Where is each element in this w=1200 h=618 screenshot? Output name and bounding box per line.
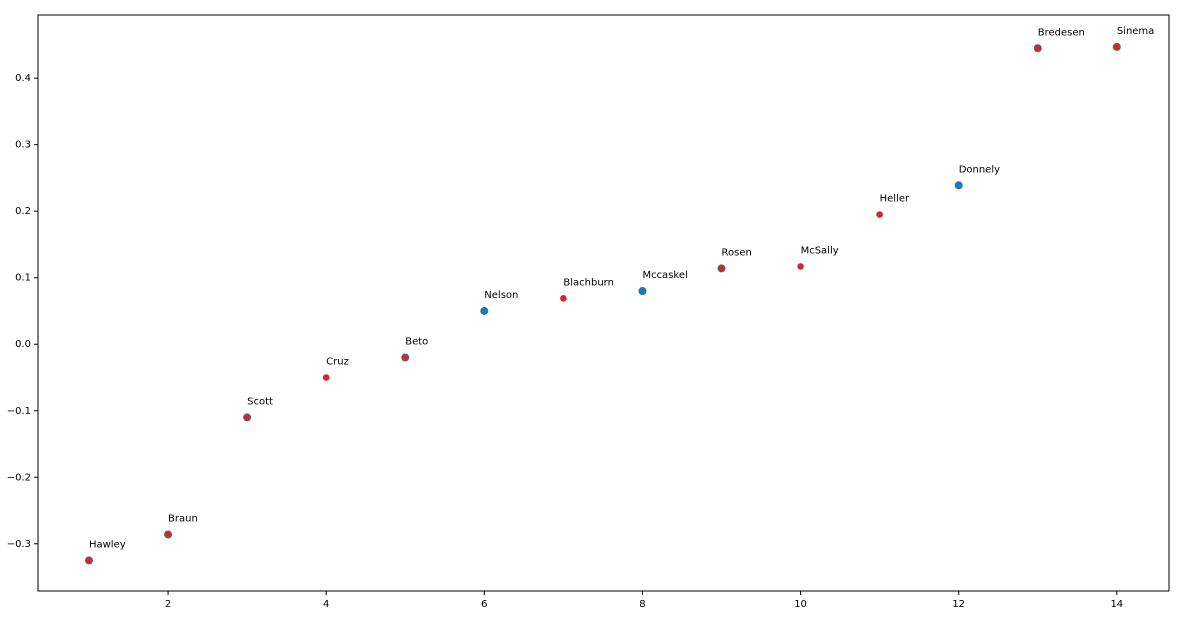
y-tick-label: 0.4 (15, 73, 31, 84)
point-label: McSally (801, 245, 839, 256)
x-tick-label: 6 (481, 599, 487, 610)
point-label: Blachburn (563, 277, 614, 288)
point (480, 306, 489, 315)
point-label: Cruz (326, 356, 349, 367)
point-label: Bredesen (1038, 27, 1085, 38)
y-tick-label: 0.0 (15, 339, 31, 350)
x-tick-label: 8 (639, 599, 645, 610)
point (638, 287, 647, 296)
x-tick-label: 14 (1110, 599, 1123, 610)
point-label: Sinema (1117, 26, 1155, 37)
point (797, 263, 804, 270)
point (243, 414, 251, 421)
point-label: Mccaskel (642, 270, 687, 281)
point (1034, 44, 1042, 52)
point (876, 211, 883, 218)
point (954, 181, 963, 190)
point-label: Scott (247, 396, 273, 407)
point (85, 557, 93, 564)
point (401, 354, 409, 361)
x-tick-label: 12 (952, 599, 965, 610)
point (1113, 43, 1121, 51)
y-tick-label: 0.2 (15, 206, 31, 217)
y-tick-label: −0.1 (7, 406, 31, 417)
y-tick-label: 0.3 (15, 140, 31, 151)
point-label: Braun (168, 513, 198, 524)
y-tick-label: −0.3 (7, 539, 31, 550)
point-label: Nelson (484, 290, 518, 301)
point (322, 374, 330, 381)
plot-frame (37, 14, 1170, 592)
point-label: Donnely (959, 164, 1000, 175)
x-tick-label: 10 (794, 599, 807, 610)
x-tick-label: 4 (323, 599, 329, 610)
point (718, 265, 725, 272)
point (164, 531, 172, 538)
point (560, 295, 567, 302)
y-tick-label: 0.1 (15, 273, 31, 284)
point-label: Rosen (722, 247, 752, 258)
point-label: Hawley (89, 539, 126, 550)
point-label: Beto (405, 337, 428, 348)
x-tick-label: 2 (165, 599, 171, 610)
y-tick-label: −0.2 (7, 472, 31, 483)
point-label: Heller (880, 194, 910, 205)
